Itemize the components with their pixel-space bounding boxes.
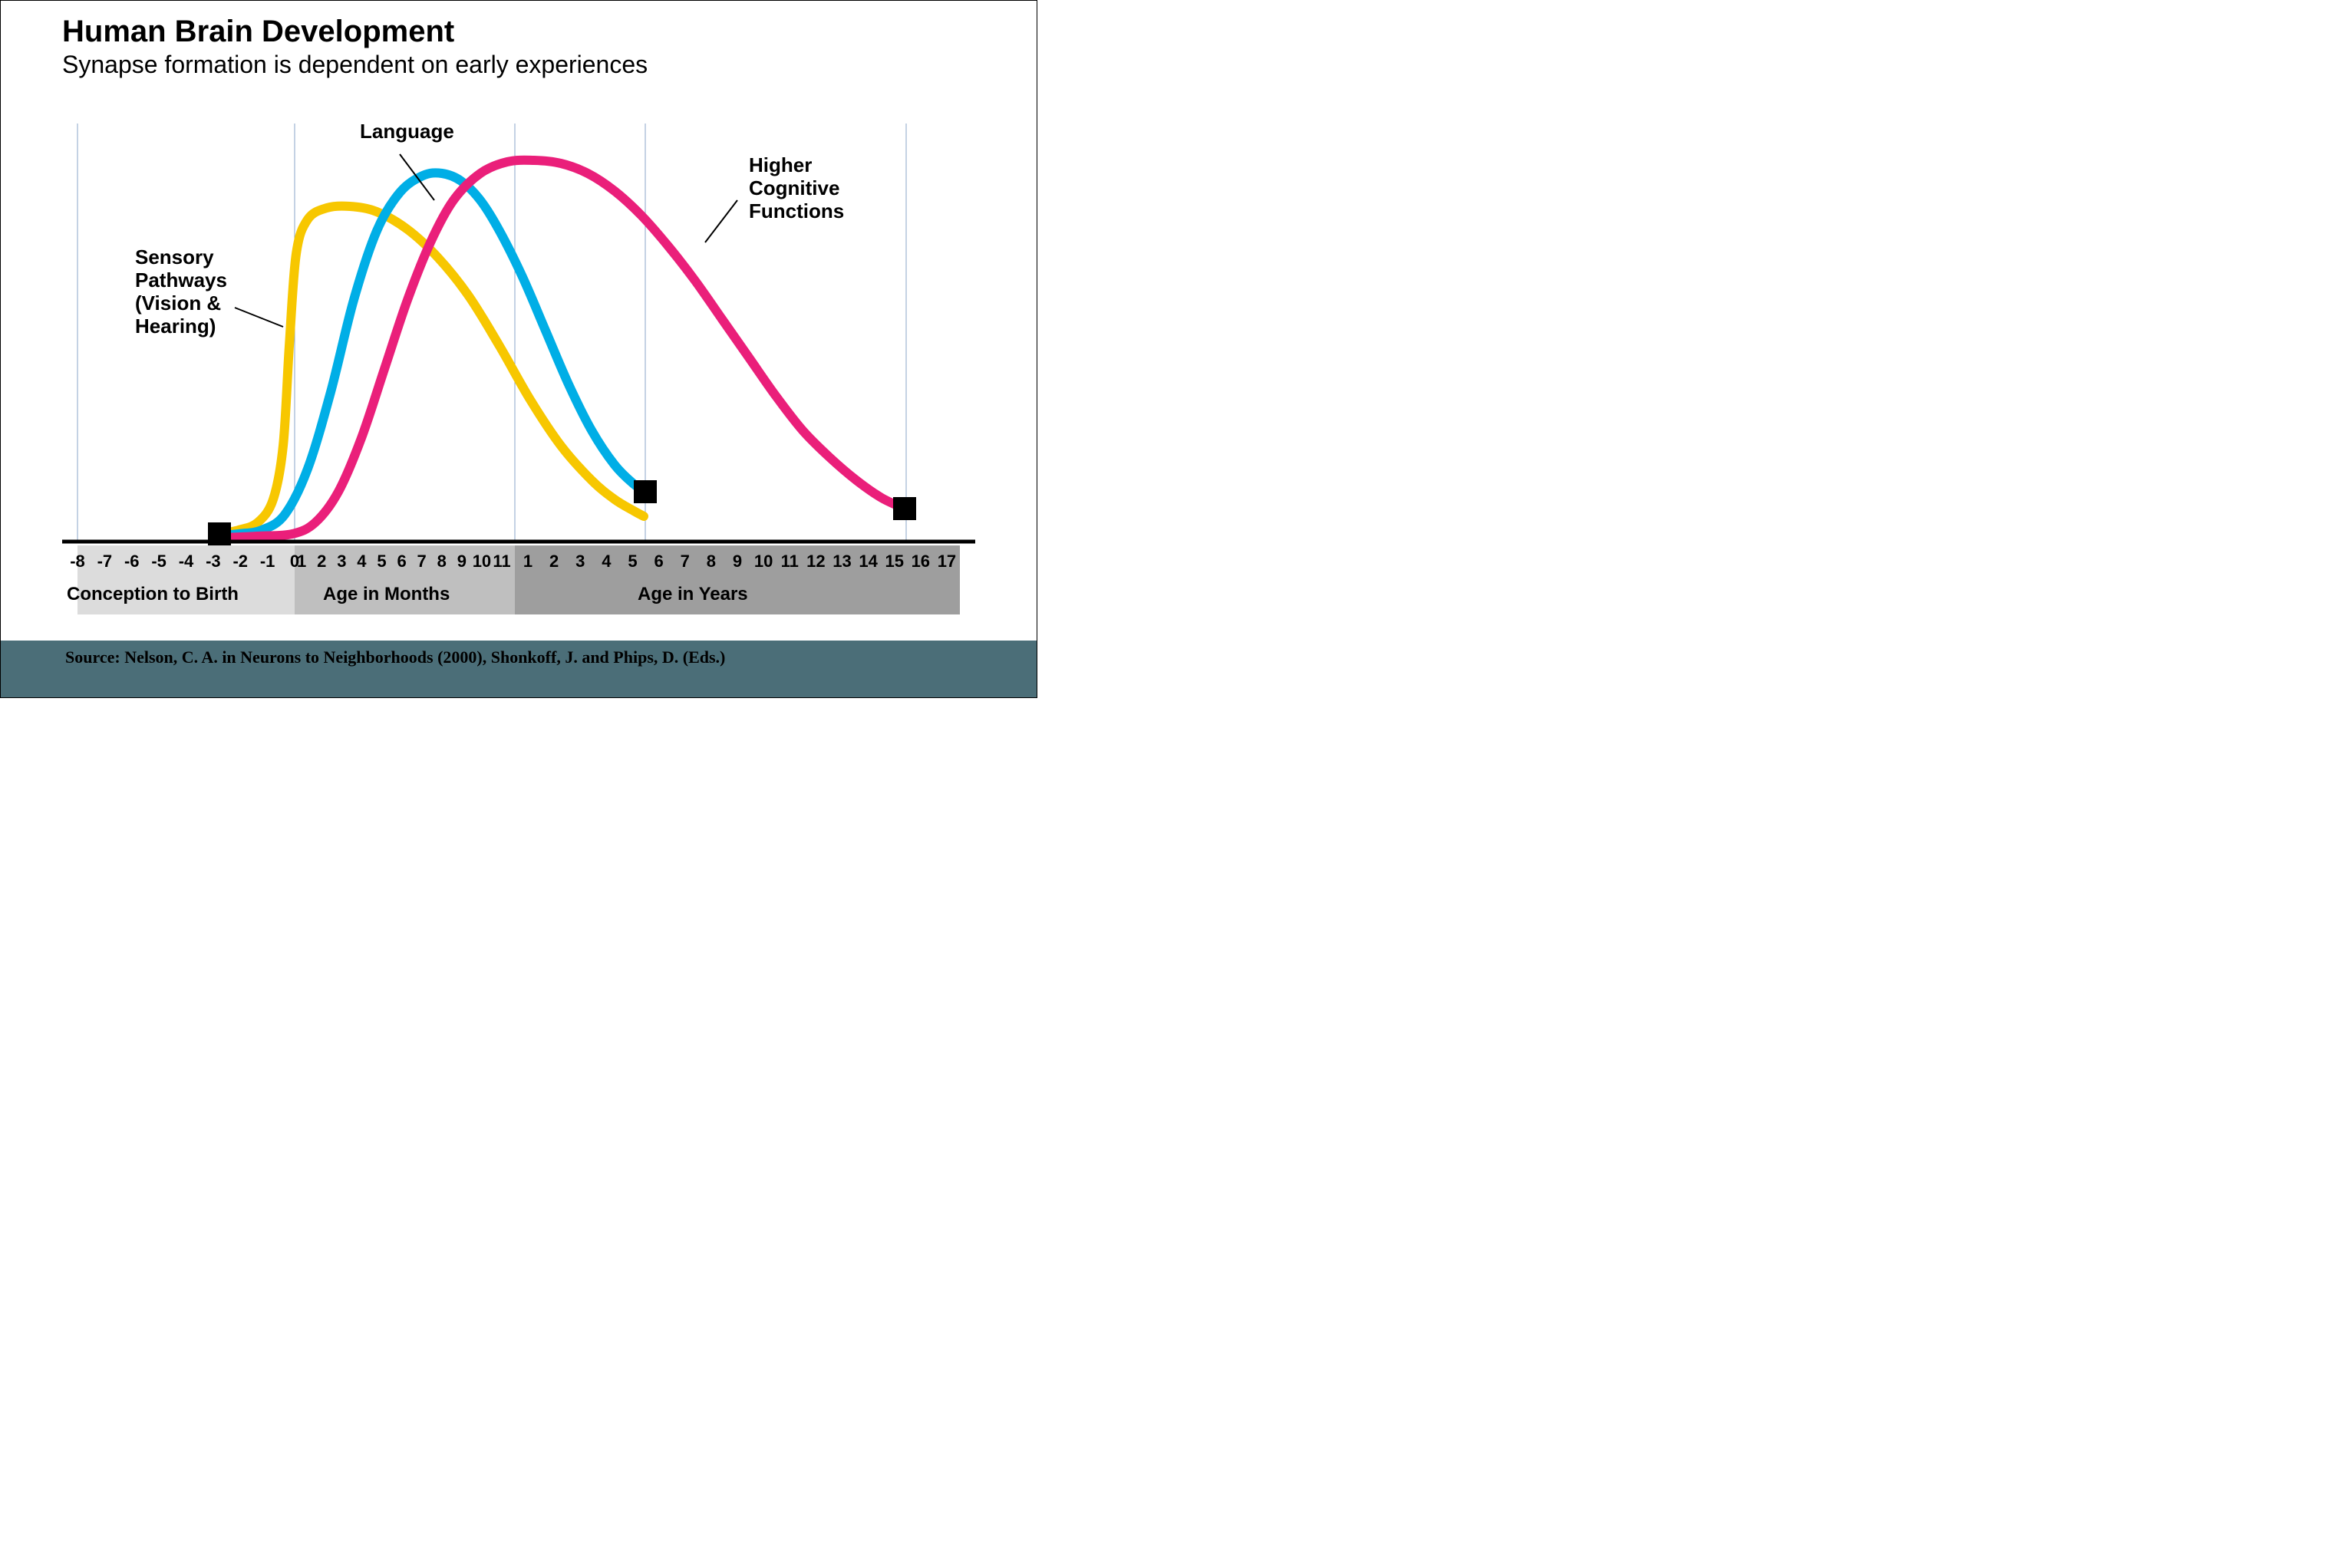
x-tick: 9	[733, 552, 742, 572]
x-tick: 3	[337, 552, 346, 572]
x-tick: 2	[549, 552, 559, 572]
page-root: Human Brain Development Synapse formatio…	[0, 0, 1037, 698]
x-tick: 8	[707, 552, 716, 572]
chart-subtitle: Synapse formation is dependent on early …	[62, 51, 648, 78]
x-tick: 16	[912, 552, 930, 572]
chart-area: SensoryPathways(Vision &Hearing) Languag…	[62, 116, 975, 545]
x-tick: -5	[151, 552, 167, 572]
x-tick: 5	[628, 552, 637, 572]
x-tick: 6	[654, 552, 664, 572]
label-language: Language	[360, 120, 454, 143]
x-tick: 15	[885, 552, 903, 572]
label-higher-cognitive: HigherCognitiveFunctions	[749, 154, 844, 223]
x-tick: 13	[833, 552, 851, 572]
label-sensory-pathways: SensoryPathways(Vision &Hearing)	[135, 246, 227, 338]
x-tick: 14	[859, 552, 877, 572]
x-tick: 1	[523, 552, 532, 572]
x-tick: 4	[602, 552, 611, 572]
x-tick: 4	[357, 552, 366, 572]
x-tick: -2	[232, 552, 248, 572]
axis-segment-label-months: Age in Months	[323, 584, 450, 605]
x-tick: 3	[575, 552, 585, 572]
x-tick: 11	[493, 552, 510, 572]
x-tick: 7	[417, 552, 427, 572]
x-tick: 12	[806, 552, 825, 572]
x-tick: -3	[206, 552, 221, 572]
x-tick: 10	[473, 552, 491, 572]
axis-segment-label-years: Age in Years	[638, 584, 748, 605]
x-tick: 8	[437, 552, 447, 572]
x-tick: 7	[681, 552, 690, 572]
x-tick: 5	[377, 552, 386, 572]
x-tick-row: -8-7-6-5-4-3-2-1012345678910111234567891…	[62, 552, 975, 575]
source-text: Source: Nelson, C. A. in Neurons to Neig…	[65, 647, 972, 669]
x-tick: -8	[70, 552, 85, 572]
x-tick: 11	[781, 552, 799, 572]
x-tick: 17	[938, 552, 956, 572]
x-tick: 2	[317, 552, 326, 572]
x-tick: -7	[97, 552, 113, 572]
x-tick: -1	[260, 552, 275, 572]
x-tick: 1	[297, 552, 306, 572]
axis-segment-label-conception: Conception to Birth	[67, 584, 239, 605]
x-tick: 9	[457, 552, 467, 572]
title-block: Human Brain Development Synapse formatio…	[62, 15, 648, 78]
x-tick: 6	[397, 552, 406, 572]
x-tick: 10	[754, 552, 773, 572]
source-bar: Source: Nelson, C. A. in Neurons to Neig…	[1, 641, 1037, 697]
x-tick: -4	[179, 552, 194, 572]
chart-title: Human Brain Development	[62, 15, 648, 48]
x-tick: -6	[124, 552, 140, 572]
x-axis-band: -8-7-6-5-4-3-2-1012345678910111234567891…	[62, 545, 975, 614]
